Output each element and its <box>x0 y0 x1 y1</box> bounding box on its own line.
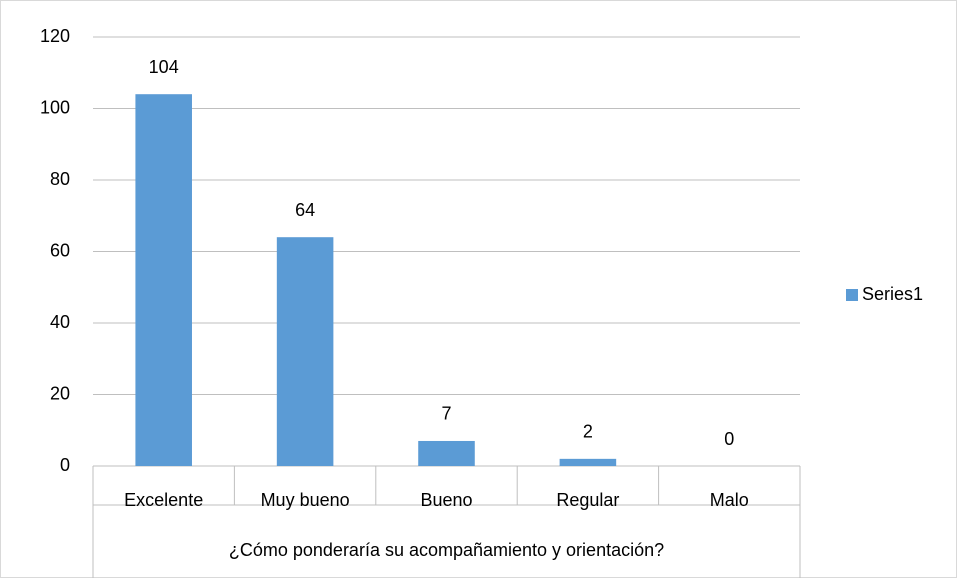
data-label: 104 <box>149 57 179 77</box>
y-tick-label: 120 <box>40 26 70 46</box>
bar <box>559 458 617 466</box>
x-axis-label: ¿Cómo ponderaría su acompañamiento y ori… <box>229 540 664 560</box>
legend-label: Series1 <box>862 284 923 304</box>
data-label: 7 <box>441 404 451 424</box>
x-tick-label: Regular <box>556 490 619 510</box>
legend-swatch <box>846 289 858 301</box>
x-tick-label: Malo <box>710 490 749 510</box>
y-tick-label: 60 <box>50 240 70 260</box>
x-tick-label: Excelente <box>124 490 203 510</box>
data-label: 64 <box>295 200 315 220</box>
data-label: 0 <box>724 429 734 449</box>
bar <box>418 440 475 466</box>
x-tick-label: Muy bueno <box>261 490 350 510</box>
data-label: 2 <box>583 422 593 442</box>
y-tick-label: 0 <box>60 455 70 475</box>
y-tick-label: 40 <box>50 312 70 332</box>
x-tick-label: Bueno <box>420 490 472 510</box>
bar <box>135 94 192 466</box>
y-tick-label: 100 <box>40 97 70 117</box>
y-tick-label: 80 <box>50 169 70 189</box>
y-tick-label: 20 <box>50 383 70 403</box>
bar <box>276 237 334 466</box>
